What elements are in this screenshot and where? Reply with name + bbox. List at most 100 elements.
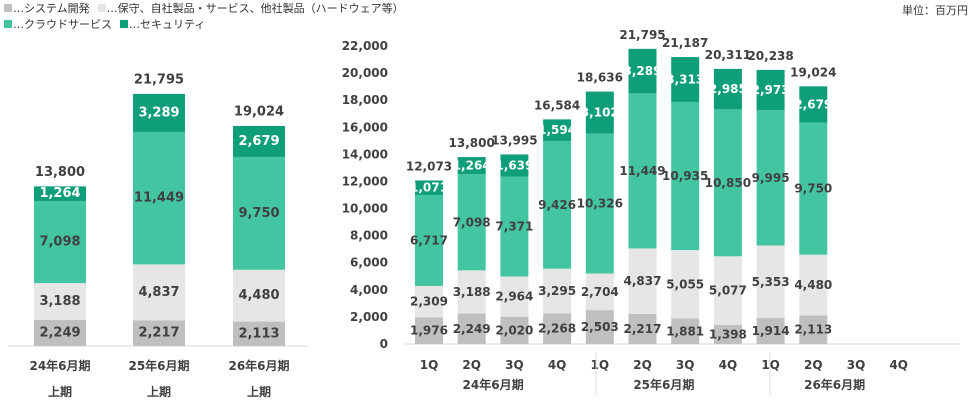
right-bar-segment xyxy=(671,101,700,251)
right-segment-label: 5,077 xyxy=(709,284,747,298)
right-bar-segment xyxy=(457,174,486,271)
right-segment-label: 3,289 xyxy=(624,64,662,78)
y-tick-label: 22,000 xyxy=(342,39,388,53)
y-tick-label: 16,000 xyxy=(342,120,388,134)
right-bar-segment xyxy=(799,254,828,316)
right-bar-segment xyxy=(628,93,657,249)
right-segment-label: 3,313 xyxy=(666,72,704,86)
right-segment-label: 2,704 xyxy=(581,285,619,299)
right-bar-segment xyxy=(671,318,700,344)
y-tick-label: 18,000 xyxy=(342,93,388,107)
left-total-label: 21,795 xyxy=(134,72,184,87)
right-bar-segment xyxy=(713,325,742,344)
right-segment-label: 2,268 xyxy=(538,322,576,336)
left-segment-label: 11,449 xyxy=(134,191,184,206)
legend-label: …システム開発 xyxy=(13,2,90,15)
right-bar-segment xyxy=(415,194,443,286)
legend: …システム開発 …保守、自社製品・サービス、他社製品（ハードウェア等） …クラウド… xyxy=(4,1,744,35)
right-segment-label: 1,914 xyxy=(752,324,790,338)
left-segment-label: 3,289 xyxy=(138,105,179,120)
right-bar-segment xyxy=(415,285,443,318)
left-bar-segment xyxy=(133,320,185,346)
right-bar-segment xyxy=(713,68,742,110)
right-total-label: 21,795 xyxy=(619,28,665,42)
left-segment-label: 7,098 xyxy=(39,235,80,250)
legend-swatch xyxy=(4,4,12,12)
right-bar-segment xyxy=(543,268,572,314)
right-segment-label: 1,594 xyxy=(538,123,576,137)
right-bar-segment xyxy=(799,315,828,344)
right-segment-label: 1,398 xyxy=(709,328,747,342)
right-segment-label: 2,679 xyxy=(794,97,832,111)
right-bar-segment xyxy=(585,273,614,311)
right-bar-segment xyxy=(713,109,742,257)
y-tick-label: 0 xyxy=(380,337,388,351)
right-bar-segment xyxy=(799,122,828,255)
y-tick-label: 20,000 xyxy=(342,66,388,80)
right-bar-segment xyxy=(799,86,828,123)
left-bar-segment xyxy=(34,200,86,284)
x-group-label: 24年6月期 xyxy=(463,377,524,392)
right-segment-label: 9,995 xyxy=(752,171,790,185)
legend-item-system: …システム開発 xyxy=(4,1,90,17)
right-segment-label: 4,480 xyxy=(794,278,832,292)
x-tick-label: 1Q xyxy=(761,358,780,372)
left-bar-segment xyxy=(133,93,185,132)
legend-swatch xyxy=(97,4,106,12)
x-group-label: 25年6月期 xyxy=(633,377,694,392)
right-segment-label: 2,249 xyxy=(453,322,491,336)
left-bar-segment xyxy=(34,319,86,346)
legend-item-security: …セキュリティ xyxy=(120,17,205,33)
right-total-label: 18,636 xyxy=(577,71,623,85)
x-tick-label: 1Q xyxy=(591,358,610,372)
left-category-label: 24年6月期 xyxy=(29,358,90,373)
x-tick-label: 4Q xyxy=(548,358,567,372)
right-segment-label: 5,353 xyxy=(752,275,790,289)
left-segment-label: 4,480 xyxy=(238,288,279,303)
left-bar-segment xyxy=(233,156,285,270)
x-tick-label: 3Q xyxy=(676,358,695,372)
x-group-label: 26年6月期 xyxy=(804,377,865,392)
right-segment-label: 2,964 xyxy=(495,290,533,304)
right-bar-segment xyxy=(543,119,572,141)
right-total-label: 12,073 xyxy=(406,159,452,173)
right-segment-label: 1,071 xyxy=(410,181,448,195)
left-bar-segment xyxy=(233,321,285,346)
left-bar-segment xyxy=(233,269,285,322)
right-segment-label: 6,717 xyxy=(410,233,448,247)
right-segment-label: 2,309 xyxy=(410,295,448,309)
unit-label: 単位：百万円 xyxy=(902,4,968,17)
right-segment-label: 1,639 xyxy=(495,159,533,173)
right-segment-label: 2,985 xyxy=(709,82,747,96)
right-segment-label: 2,217 xyxy=(624,322,662,336)
right-bar-segment xyxy=(671,250,700,319)
right-total-label: 20,238 xyxy=(747,49,793,63)
right-bar-segment xyxy=(457,313,486,344)
left-segment-label: 1,264 xyxy=(39,186,80,201)
right-segment-label: 11,449 xyxy=(619,164,665,178)
right-total-label: 13,995 xyxy=(491,133,537,147)
right-bar-segment xyxy=(500,154,529,177)
right-bar-segment xyxy=(671,57,700,102)
y-tick-label: 12,000 xyxy=(342,174,388,188)
right-segment-label: 3,102 xyxy=(581,106,619,120)
right-segment-label: 2,503 xyxy=(581,320,619,334)
right-segment-label: 3,295 xyxy=(538,284,576,298)
left-segment-label: 2,217 xyxy=(138,326,179,341)
right-total-label: 20,311 xyxy=(705,48,751,62)
right-total-label: 13,800 xyxy=(449,136,495,150)
right-segment-label: 4,837 xyxy=(624,274,662,288)
right-segment-label: 2,973 xyxy=(752,83,790,97)
right-bar-segment xyxy=(415,180,443,195)
legend-item-maintenance: …保守、自社製品・サービス、他社製品（ハードウェア等） xyxy=(97,1,404,17)
right-bar-segment xyxy=(628,48,657,94)
left-segment-label: 3,188 xyxy=(39,294,80,309)
left-sublabel: 上期 xyxy=(147,384,171,399)
legend-label: …クラウドサービス xyxy=(13,18,112,31)
left-segment-label: 9,750 xyxy=(238,206,279,221)
legend-label: …セキュリティ xyxy=(129,18,206,31)
left-sublabel: 上期 xyxy=(247,384,271,399)
right-bar-segment xyxy=(628,313,657,344)
right-segment-label: 10,326 xyxy=(577,197,623,211)
right-segment-label: 9,750 xyxy=(794,182,832,196)
